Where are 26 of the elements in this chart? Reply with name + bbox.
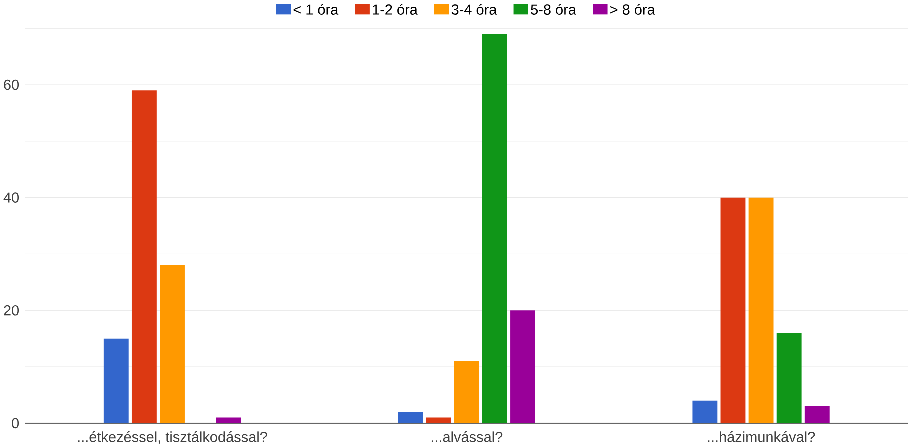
bar [776,332,802,424]
legend-label: > 8 óra [610,4,656,15]
bar [426,418,452,424]
bar [398,412,424,424]
bar [216,418,242,424]
x-tick-label: ...alvással? [432,431,503,442]
y-tick-label: 0 [12,418,20,428]
bar [132,90,157,424]
bar [692,400,718,424]
bar [104,338,129,424]
bar [748,198,774,424]
y-tick-label: 60 [4,80,20,90]
bar [482,34,508,424]
legend-label: 5-8 óra [531,4,576,15]
bar [510,310,536,424]
bar [160,265,185,424]
y-tick-label: 40 [4,192,20,203]
legend-label: 3-4 óra [452,4,498,15]
legend-label: < 1 óra [294,4,339,15]
bar [720,198,746,424]
x-tick-label: ...házimunkával? [708,431,816,442]
bar [804,406,830,424]
bar [454,361,480,424]
y-tick-label: 20 [4,305,20,316]
legend-label: 1-2 óra [373,4,418,15]
x-tick-label: ...étkezéssel, tisztálkodással? [78,431,268,444]
